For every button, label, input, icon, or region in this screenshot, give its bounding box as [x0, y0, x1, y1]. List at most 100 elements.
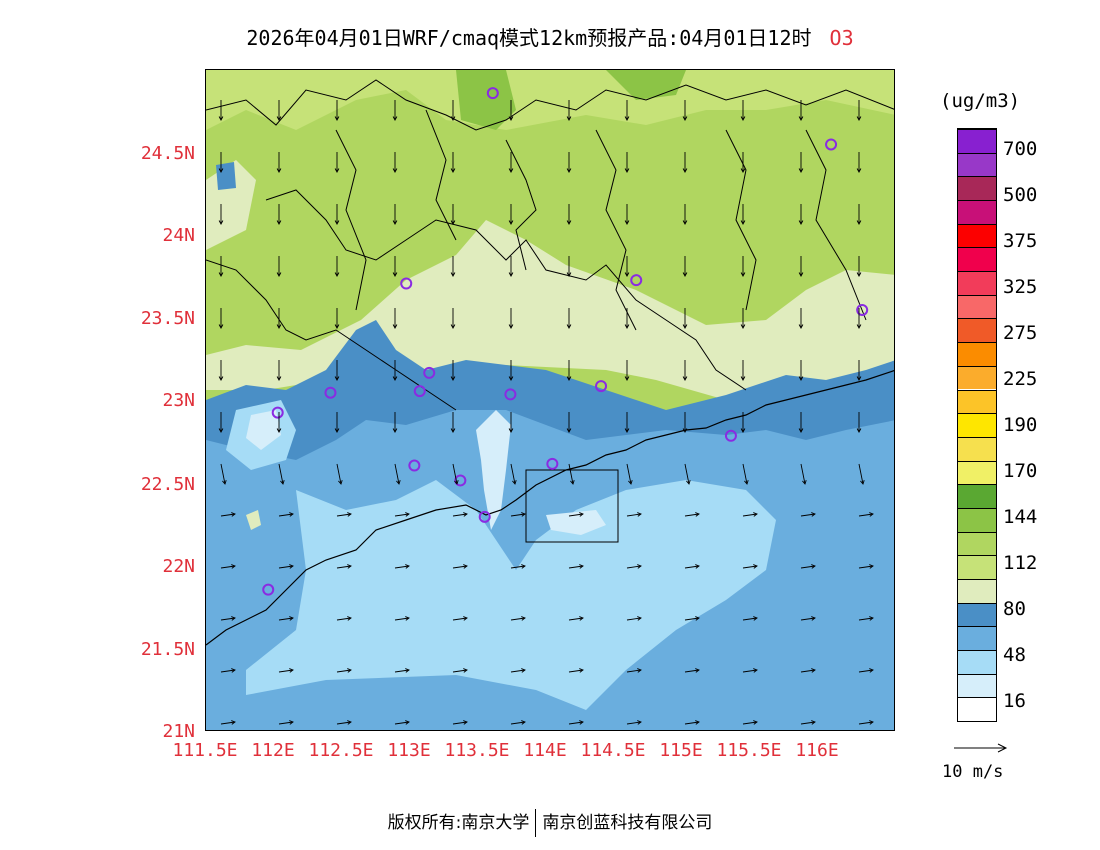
- station-marker: [856, 303, 869, 316]
- legend-label: 700: [1003, 138, 1038, 160]
- wind-arrow: [394, 463, 401, 485]
- legend-label: 16: [1003, 690, 1026, 712]
- wind-arrow: [568, 720, 584, 725]
- wind-arrow: [510, 720, 526, 725]
- legend-label: 48: [1003, 644, 1026, 666]
- wind-arrow: [220, 616, 236, 621]
- wind-arrow: [566, 256, 572, 277]
- wind-arrow: [278, 616, 294, 621]
- wind-arrow: [334, 308, 340, 329]
- wind-arrow: [452, 720, 468, 725]
- legend-label: 225: [1003, 368, 1038, 390]
- pearl-river-plume: [476, 410, 511, 530]
- wind-arrow: [334, 204, 340, 225]
- legend-label: 144: [1003, 506, 1038, 528]
- legend-swatch: [958, 673, 996, 698]
- lat-tick-label: 24.5N: [140, 143, 195, 164]
- legend-swatch: [958, 484, 996, 508]
- map-title: 2026年04月01日WRF/cmaq模式12km预报产品:04月01日12时 …: [0, 22, 1100, 51]
- wind-reference-label: 10 m/s: [942, 762, 1004, 782]
- wind-arrow: [740, 308, 746, 329]
- lon-tick-label: 114E: [523, 740, 567, 761]
- wind-arrow: [218, 412, 224, 433]
- wind-arrow: [566, 412, 572, 433]
- wind-arrow: [800, 463, 807, 485]
- legend-label: 500: [1003, 184, 1038, 206]
- wind-arrow: [278, 463, 285, 485]
- lon-tick-label: 115.5E: [716, 740, 782, 761]
- wind-arrow: [856, 308, 862, 329]
- legend-swatch: [958, 436, 996, 461]
- wind-arrow: [452, 512, 468, 517]
- south-sea-band: [246, 675, 586, 730]
- lon-tick-label: 116E: [795, 740, 839, 761]
- wind-arrow: [684, 512, 700, 517]
- lon-tick-label: 112.5E: [308, 740, 374, 761]
- wind-arrow: [858, 668, 874, 673]
- lat-tick-label: 24N: [162, 225, 195, 246]
- station-marker: [504, 388, 517, 401]
- pollutant-label: O3: [829, 26, 854, 50]
- wind-arrow: [624, 308, 630, 329]
- wind-arrow: [452, 463, 459, 485]
- wind-arrow: [276, 308, 282, 329]
- lat-tick-label: 22N: [162, 556, 195, 577]
- wind-arrow: [798, 308, 804, 329]
- wind-arrow: [394, 616, 410, 621]
- wind-arrow: [450, 360, 456, 381]
- wind-arrow: [626, 720, 642, 725]
- station-marker: [423, 366, 436, 379]
- wind-arrow: [394, 720, 410, 725]
- lat-tick-label: 23.5N: [140, 308, 195, 329]
- legend-label: 80: [1003, 598, 1026, 620]
- wind-arrow: [858, 616, 874, 621]
- lon-tick-label: 115E: [659, 740, 703, 761]
- station-marker: [271, 406, 284, 419]
- wind-arrow: [218, 152, 224, 173]
- wind-arrow: [392, 152, 398, 173]
- legend-label: 275: [1003, 322, 1038, 344]
- wind-arrow: [682, 256, 688, 277]
- wind-arrow: [220, 463, 227, 485]
- station-marker: [595, 380, 608, 393]
- wind-arrow: [510, 616, 526, 621]
- wind-arrow: [568, 564, 584, 569]
- wind-arrow: [508, 256, 514, 277]
- wind-arrow: [276, 100, 282, 121]
- wind-arrow: [682, 412, 688, 433]
- wind-arrow: [336, 564, 352, 569]
- legend-swatch: [958, 389, 996, 414]
- wind-arrow: [742, 564, 758, 569]
- wind-arrow: [800, 512, 816, 517]
- wind-arrow: [450, 152, 456, 173]
- wind-arrow: [510, 564, 526, 569]
- legend-swatch: [958, 200, 996, 224]
- wind-arrow: [624, 100, 630, 121]
- wind-arrow: [624, 256, 630, 277]
- wind-arrow: [220, 564, 236, 569]
- wind-arrow: [684, 668, 700, 673]
- lon-tick-label: 113E: [387, 740, 431, 761]
- wind-arrow: [218, 204, 224, 225]
- wind-arrow: [220, 512, 236, 517]
- wind-arrow: [624, 412, 630, 433]
- wind-arrow: [682, 100, 688, 121]
- footer-divider: [535, 809, 537, 837]
- station-marker: [454, 474, 467, 487]
- wind-arrow: [218, 256, 224, 277]
- lon-tick-label: 111.5E: [172, 740, 238, 761]
- legend-swatch: [958, 152, 996, 177]
- wind-vector-field: [218, 100, 874, 725]
- legend-swatch: [958, 507, 996, 532]
- wind-arrow: [566, 204, 572, 225]
- wind-arrow: [218, 308, 224, 329]
- wind-arrow: [742, 463, 749, 485]
- lat-tick-label: 21.5N: [140, 639, 195, 660]
- legend-swatch: [958, 318, 996, 343]
- lon-tick-label: 113.5E: [444, 740, 510, 761]
- wind-arrow: [856, 204, 862, 225]
- wind-arrow: [800, 564, 816, 569]
- wind-arrow: [278, 668, 294, 673]
- wind-arrow: [856, 100, 862, 121]
- wind-arrow: [392, 360, 398, 381]
